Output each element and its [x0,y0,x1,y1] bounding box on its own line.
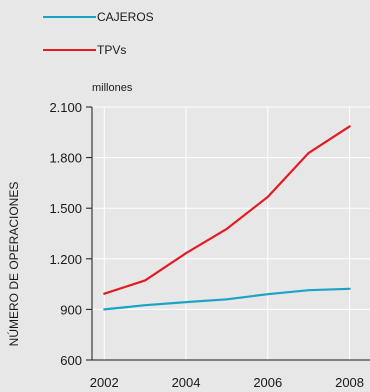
y-tick-labels: 600 900 1.200 1.500 1.800 2.100 [49,100,82,368]
legend-label-tpvs: TPVs [97,43,126,57]
y-tick-label: 1.800 [49,151,82,166]
y-tick-label: 900 [60,302,82,317]
gridlines [92,106,370,361]
axes [86,106,370,361]
y-axis-title: NÚMERO DE OPERACIONES [6,182,21,347]
y-tick-label: 1.500 [49,201,82,216]
series-line-cajeros [103,287,351,311]
y-tick-label: 2.100 [49,100,82,115]
y-tick-label: 600 [60,353,82,368]
y-tick-label: 1.200 [49,252,82,267]
series-line-tpvs [103,125,351,295]
series-lines [103,125,351,311]
x-tick-label: 2002 [90,375,119,390]
legend-label-cajeros: CAJEROS [97,10,154,24]
x-tick-labels: 2002 2004 2006 2008 [90,375,364,390]
unit-label: millones [92,82,133,94]
x-tick-label: 2008 [335,375,364,390]
legend: CAJEROS TPVs [43,10,154,57]
x-tick-label: 2004 [172,375,201,390]
x-tick-label: 2006 [253,375,282,390]
